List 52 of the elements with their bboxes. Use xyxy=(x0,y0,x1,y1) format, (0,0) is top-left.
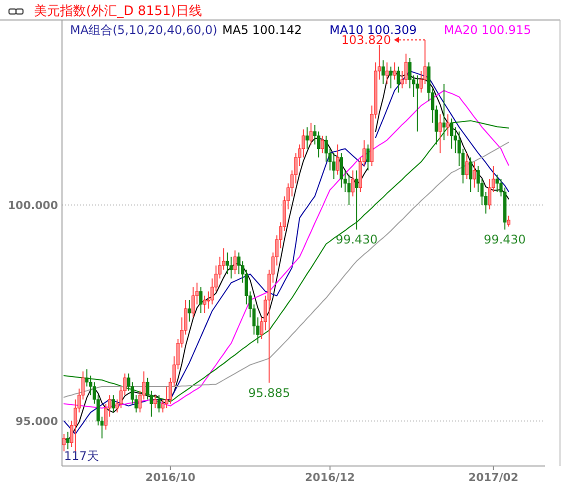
candlestick xyxy=(154,394,157,409)
candlestick xyxy=(188,300,192,322)
x-tick-label: 2016/10 xyxy=(145,471,196,484)
annotation: 99.430 xyxy=(484,232,526,247)
candlestick xyxy=(230,256,233,279)
candlestick xyxy=(389,66,392,89)
candlestick xyxy=(62,434,66,452)
candlestick xyxy=(450,118,454,150)
candlestick xyxy=(423,39,427,84)
candlestick xyxy=(66,431,70,450)
candlestick xyxy=(496,174,499,193)
candlestick xyxy=(226,252,230,275)
candlestick xyxy=(438,114,442,154)
text: MA20 100.915 xyxy=(444,23,532,37)
candlestick xyxy=(396,66,400,94)
legend-title: MA组合(5,10,20,40,60,0) xyxy=(70,23,218,37)
annotation: 99.430 xyxy=(336,232,378,247)
x-tick-label: 2017/02 xyxy=(468,471,518,484)
candlestick xyxy=(112,394,116,413)
candlestick xyxy=(472,161,476,188)
candlestick xyxy=(382,60,385,84)
text: MA5 100.142 xyxy=(222,23,302,37)
candlestick xyxy=(392,62,396,80)
candlestick xyxy=(351,170,354,197)
candlestick xyxy=(416,74,420,132)
candlestick xyxy=(199,286,202,314)
candlestick xyxy=(192,286,195,318)
candlestick xyxy=(404,53,408,84)
candlestick xyxy=(347,174,351,206)
candlestick xyxy=(309,122,313,145)
candlestick xyxy=(446,114,450,136)
candlestick xyxy=(442,83,446,141)
annotation: 95.885 xyxy=(248,386,290,400)
candlestick xyxy=(233,250,237,275)
candlestick xyxy=(340,152,344,188)
candlestick xyxy=(465,152,468,180)
candlestick xyxy=(202,295,206,314)
candlestick xyxy=(385,62,389,84)
x-tick-label: 2016/12 xyxy=(305,471,355,484)
candlestick xyxy=(366,144,370,171)
candlestick xyxy=(468,156,472,193)
candlestick xyxy=(336,144,340,176)
y-tick-label: 95.000 xyxy=(16,415,58,428)
chart-title: 美元指数(外汇_D 8151)日线 xyxy=(34,3,202,19)
candlestick xyxy=(506,215,510,228)
candlestick xyxy=(354,170,358,230)
candlestick xyxy=(332,152,336,180)
annotation: 117天 xyxy=(64,449,99,463)
candlestick xyxy=(320,135,324,154)
y-tick-label: 100.000 xyxy=(8,198,58,212)
candlestick xyxy=(157,394,161,413)
candlestick xyxy=(306,126,309,150)
